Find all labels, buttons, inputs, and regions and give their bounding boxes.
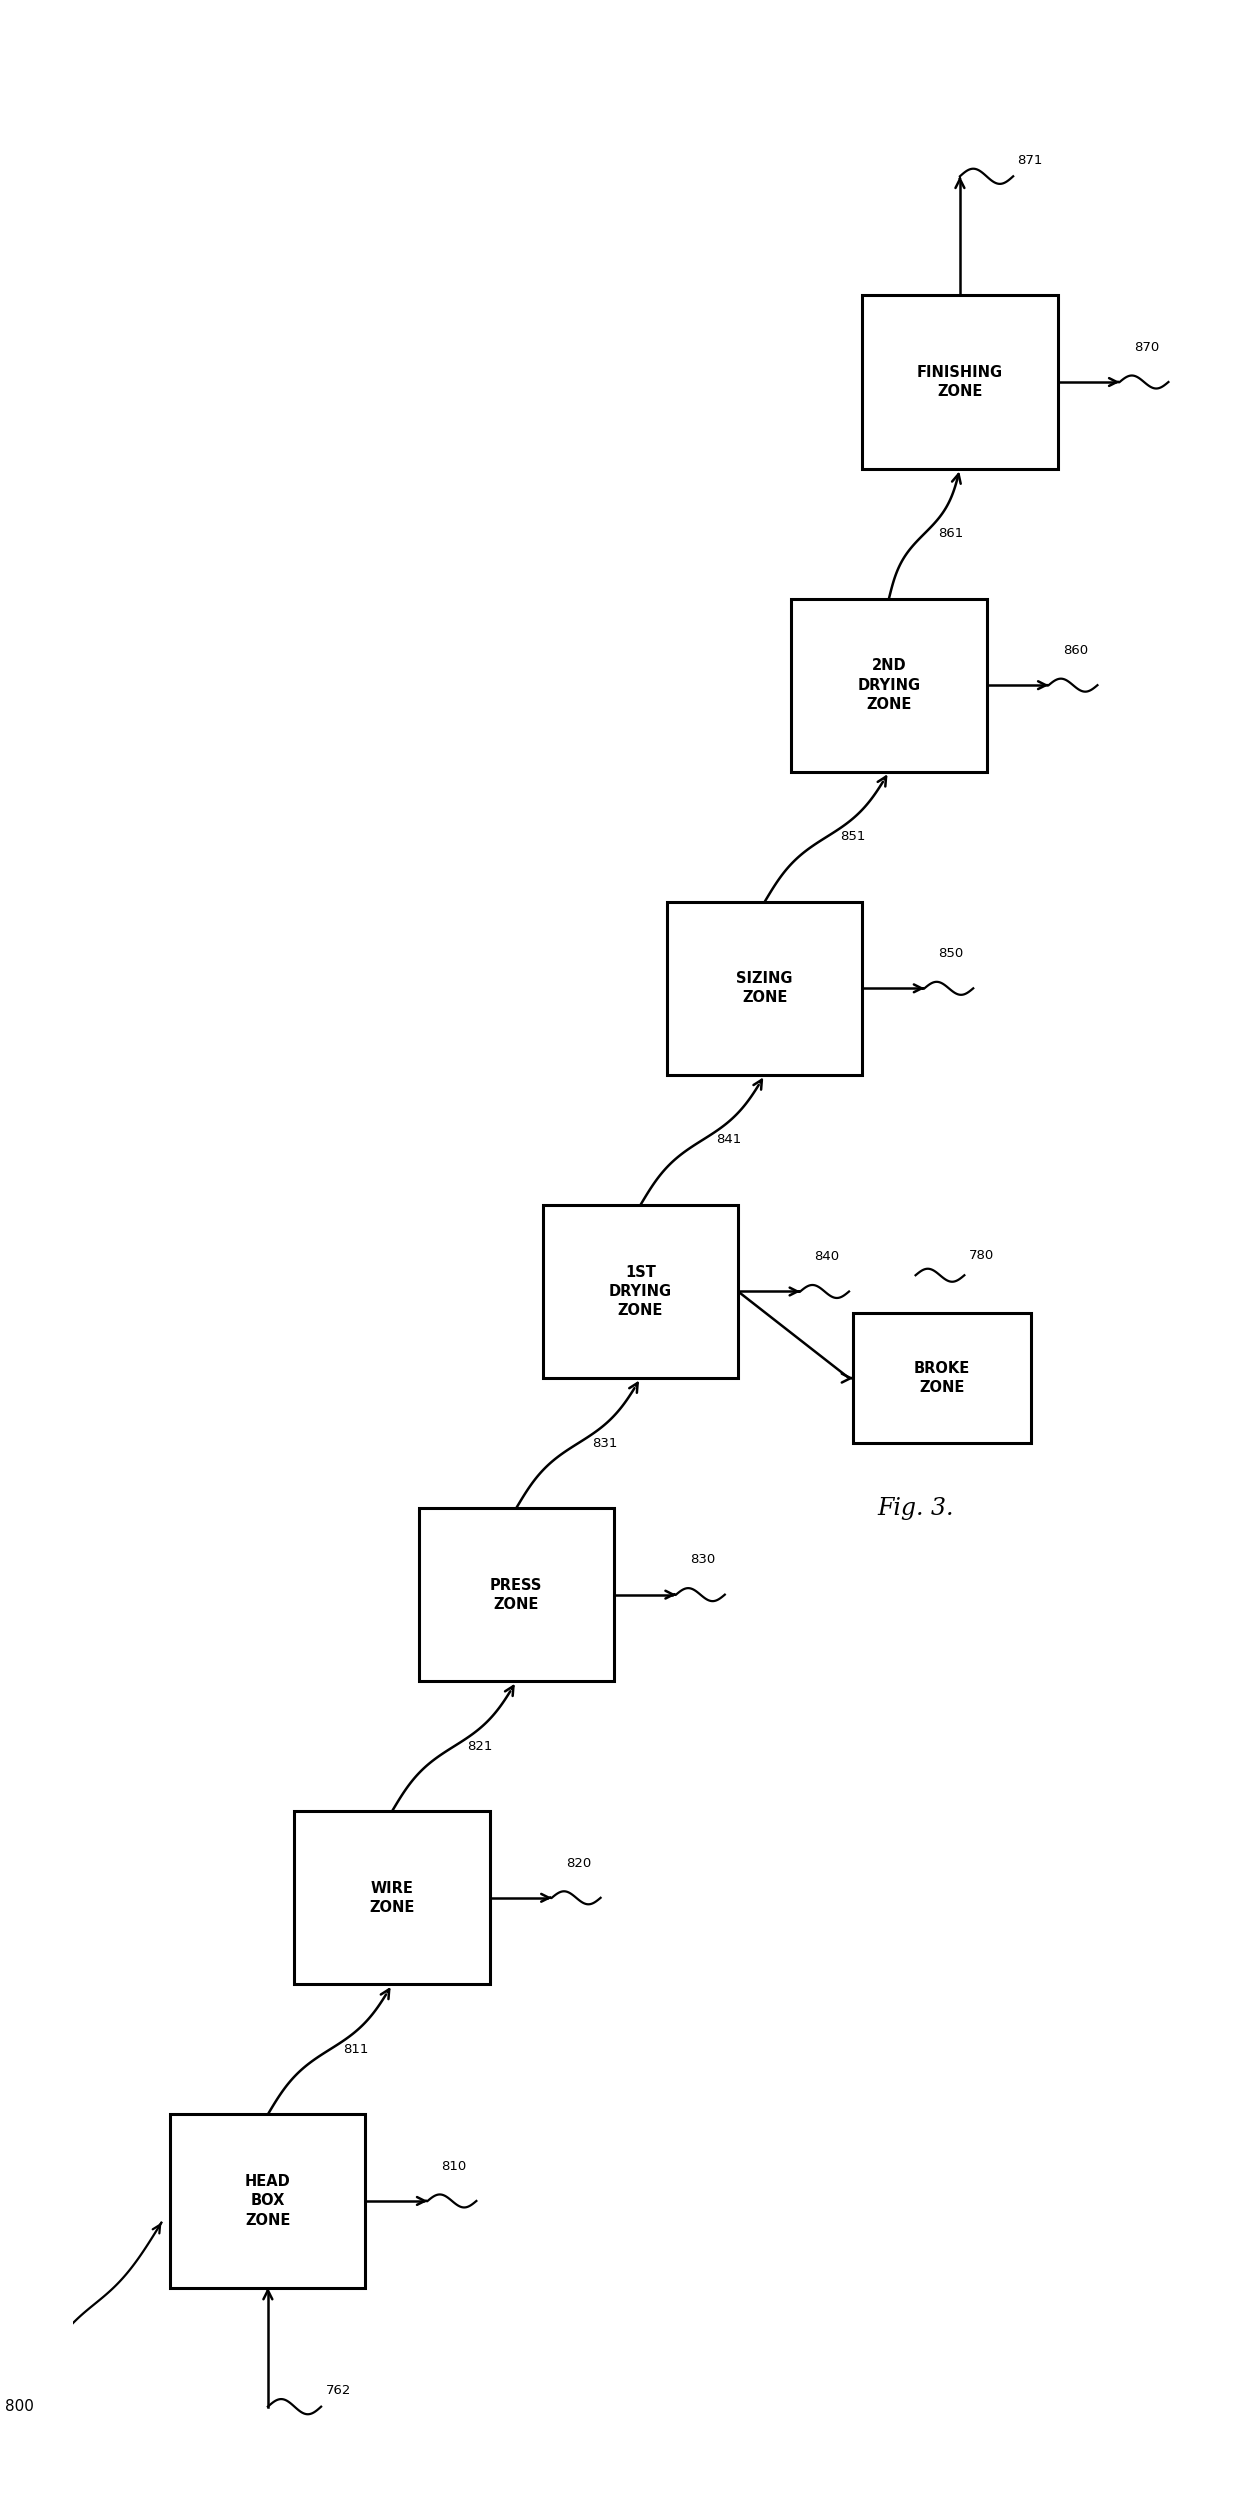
Text: 811: 811 xyxy=(343,2042,368,2055)
Text: 830: 830 xyxy=(689,1554,715,1566)
Text: PRESS
ZONE: PRESS ZONE xyxy=(490,1579,542,1612)
Text: 871: 871 xyxy=(1018,154,1043,166)
Text: 780: 780 xyxy=(968,1249,994,1262)
Bar xyxy=(862,295,1058,468)
Text: 2ND
DRYING
ZONE: 2ND DRYING ZONE xyxy=(857,660,920,713)
Text: 841: 841 xyxy=(715,1133,742,1146)
Text: 800: 800 xyxy=(5,2400,33,2415)
Bar xyxy=(170,2115,366,2286)
Text: 762: 762 xyxy=(326,2385,351,2397)
Text: SIZING
ZONE: SIZING ZONE xyxy=(737,972,794,1005)
Bar xyxy=(294,1810,490,1984)
Text: 820: 820 xyxy=(565,1856,591,1871)
Text: 821: 821 xyxy=(467,1740,492,1753)
Text: 851: 851 xyxy=(841,831,866,844)
Text: 840: 840 xyxy=(815,1251,839,1264)
Text: Fig. 3.: Fig. 3. xyxy=(878,1496,954,1518)
Text: 810: 810 xyxy=(441,2160,466,2173)
Bar xyxy=(667,901,862,1075)
Text: FINISHING
ZONE: FINISHING ZONE xyxy=(916,365,1003,400)
Text: 870: 870 xyxy=(1133,340,1159,355)
Text: 1ST
DRYING
ZONE: 1ST DRYING ZONE xyxy=(609,1264,672,1319)
Text: BROKE
ZONE: BROKE ZONE xyxy=(914,1362,971,1395)
Text: 831: 831 xyxy=(591,1438,618,1450)
Bar xyxy=(853,1312,1030,1443)
Text: WIRE
ZONE: WIRE ZONE xyxy=(370,1881,414,1914)
Bar xyxy=(419,1508,614,1682)
Text: HEAD
BOX
ZONE: HEAD BOX ZONE xyxy=(246,2173,290,2228)
Text: 861: 861 xyxy=(937,526,963,539)
Bar xyxy=(791,599,987,773)
Text: 850: 850 xyxy=(939,947,963,959)
Bar xyxy=(543,1206,738,1377)
Text: 860: 860 xyxy=(1063,645,1087,657)
